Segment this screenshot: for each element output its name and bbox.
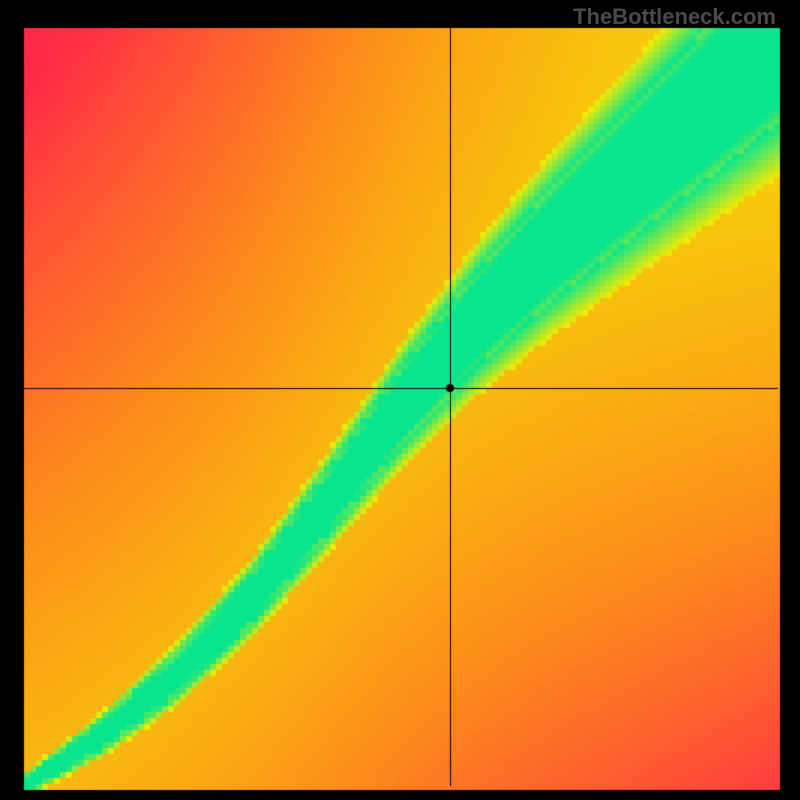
bottleneck-heatmap — [0, 0, 800, 800]
watermark-text: TheBottleneck.com — [573, 4, 776, 30]
chart-container: TheBottleneck.com — [0, 0, 800, 800]
